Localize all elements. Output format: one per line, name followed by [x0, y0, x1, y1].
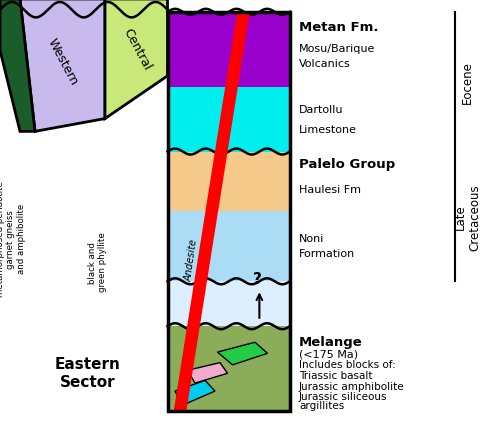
Bar — [168, 326, 290, 411]
Polygon shape — [0, 0, 35, 132]
Bar — [168, 282, 290, 326]
Text: ?: ? — [252, 271, 262, 286]
Text: argillites: argillites — [299, 400, 344, 410]
Text: Jurassic siliceous: Jurassic siliceous — [299, 391, 388, 401]
Text: (<175 Ma): (<175 Ma) — [299, 348, 358, 359]
Bar — [168, 13, 290, 87]
Text: metamorphosed peridotite
garnet gneiss
and amphibolite: metamorphosed peridotite garnet gneiss a… — [0, 181, 26, 296]
Bar — [168, 87, 290, 152]
Text: black and
green phyllite: black and green phyllite — [88, 232, 107, 292]
Text: Late
Cretaceous: Late Cretaceous — [454, 184, 481, 250]
Polygon shape — [105, 0, 168, 119]
Text: Dartollu: Dartollu — [299, 105, 344, 115]
Text: Western: Western — [44, 36, 80, 87]
Bar — [168, 152, 290, 212]
Text: Melange: Melange — [299, 335, 363, 348]
Polygon shape — [175, 380, 215, 405]
Text: Central: Central — [120, 26, 154, 72]
Text: Eocene: Eocene — [461, 61, 474, 104]
Text: Noni: Noni — [299, 233, 324, 243]
Text: Triassic basalt: Triassic basalt — [299, 371, 372, 380]
Polygon shape — [218, 343, 268, 365]
Text: Mosu/Barique: Mosu/Barique — [299, 43, 376, 54]
Text: Eastern
Sector: Eastern Sector — [54, 357, 120, 389]
Bar — [168, 13, 290, 411]
Text: Includes blocks of:: Includes blocks of: — [299, 360, 396, 369]
Polygon shape — [20, 0, 105, 132]
Bar — [168, 212, 290, 282]
Text: Andesite: Andesite — [184, 238, 200, 282]
Text: Volcanics: Volcanics — [299, 59, 351, 69]
Text: Metan Fm.: Metan Fm. — [299, 21, 378, 34]
Text: Haulesi Fm: Haulesi Fm — [299, 184, 361, 194]
Text: Formation: Formation — [299, 249, 356, 259]
Text: Limestone: Limestone — [299, 124, 357, 135]
Text: Palelo Group: Palelo Group — [299, 158, 396, 171]
Polygon shape — [188, 363, 228, 383]
Text: Jurassic amphibolite: Jurassic amphibolite — [299, 381, 405, 391]
